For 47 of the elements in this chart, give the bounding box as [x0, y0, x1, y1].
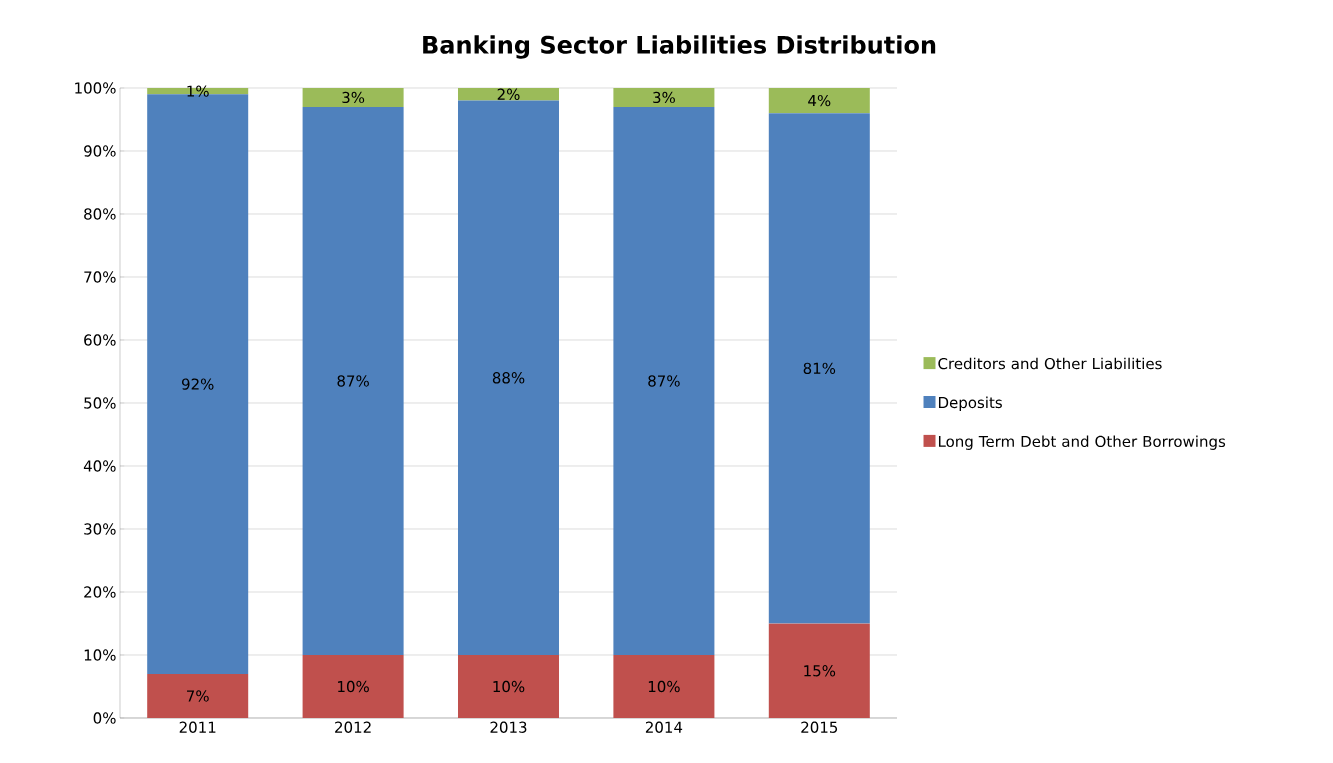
bar [458, 87, 560, 101]
bar [302, 106, 404, 655]
data-label: 10% [493, 680, 525, 693]
data-label: 2% [497, 88, 520, 100]
y-tick-label: 80% [84, 208, 116, 220]
bar [458, 655, 560, 718]
x-tick-label: 2013 [490, 721, 527, 733]
legend-label: Long Term Debt and Other Borrowings [938, 435, 1226, 450]
y-tick-label: 100% [75, 82, 116, 94]
x-tick-label: 2011 [179, 721, 216, 733]
y-tick-label: 90% [84, 145, 116, 157]
bar [302, 87, 404, 107]
y-tick-label: 20% [84, 586, 116, 598]
data-label: 87% [648, 375, 680, 387]
y-tick-label: 40% [83, 460, 116, 472]
bar [768, 87, 870, 114]
bar [302, 655, 404, 718]
data-label: 92% [181, 378, 214, 390]
data-label: 4% [808, 94, 831, 107]
y-tick-label: 70% [84, 271, 116, 283]
data-label: 3% [653, 91, 675, 104]
data-label: 88% [492, 372, 525, 384]
bar [613, 106, 715, 655]
data-label: 15% [804, 665, 836, 677]
data-label: 3% [342, 91, 365, 104]
data-label: 87% [337, 375, 369, 387]
y-tick-label: 0% [93, 712, 116, 724]
data-label: 10% [338, 680, 369, 693]
bar [613, 655, 715, 718]
x-tick-label: 2012 [335, 721, 371, 733]
bar [768, 623, 870, 718]
x-tick-label: 2015 [801, 721, 838, 733]
y-tick-label: 50% [84, 397, 116, 409]
bar [458, 100, 560, 655]
chart-title: Banking Sector Liabilities Distribution [423, 35, 936, 59]
bar [613, 87, 715, 107]
y-tick-label: 60% [84, 334, 116, 346]
legend-label: Deposits [938, 396, 1002, 412]
data-label: 10% [648, 680, 680, 693]
legend-label: Creditors and Other Liabilities [938, 357, 1162, 370]
y-tick-label: 10% [84, 649, 116, 661]
bar [147, 673, 249, 718]
y-tick-label: 30% [84, 523, 116, 535]
x-tick-label: 2014 [645, 721, 683, 733]
bar [768, 113, 870, 624]
data-label: 81% [803, 362, 836, 375]
data-label: 7% [187, 690, 209, 702]
